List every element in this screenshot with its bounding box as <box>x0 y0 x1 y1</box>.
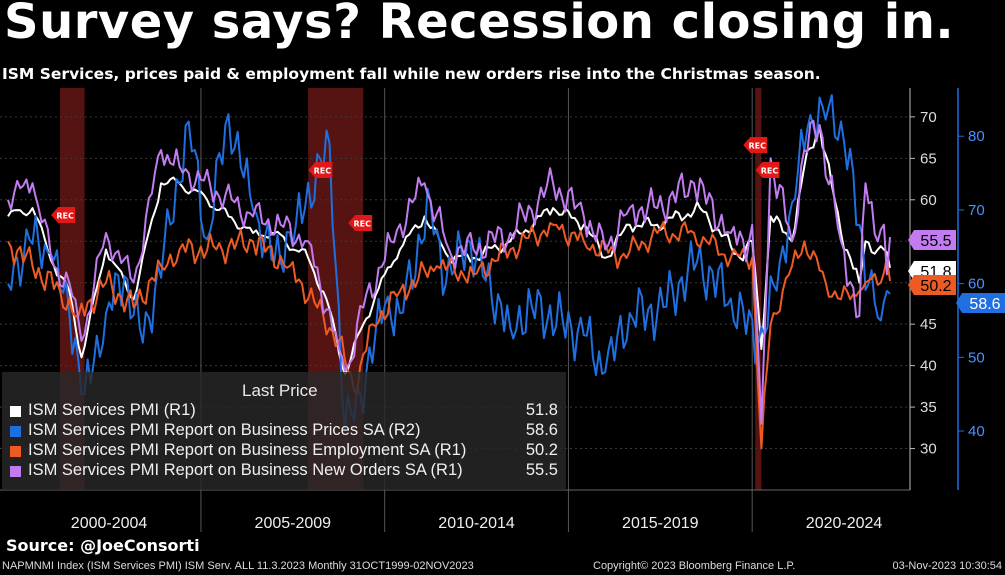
rec-label: REC <box>761 167 779 176</box>
series-line-2 <box>7 94 891 432</box>
legend-swatch <box>10 446 21 457</box>
legend-label: ISM Services PMI (R1) <box>28 401 196 419</box>
rec-flag <box>308 162 333 178</box>
period-label: 2010-2014 <box>438 515 515 532</box>
rec-label: REC <box>749 142 767 151</box>
recession-marker: REC <box>308 162 333 178</box>
period-label: 2020-2024 <box>806 515 883 532</box>
legend-panel <box>2 372 566 490</box>
left-tick-label: 60 <box>920 192 937 209</box>
series-line-4 <box>7 119 891 425</box>
period-label: 2005-2009 <box>255 515 332 532</box>
last-value-labels: 55.551.850.258.6 <box>908 230 1005 313</box>
left-tick-label: 30 <box>920 441 937 458</box>
footer-ticker: NAPMNMI Index (ISM Services PMI) ISM Ser… <box>2 560 474 572</box>
last-value-tag: 50.2 <box>908 275 956 295</box>
source-credit: Source: @JoeConsorti <box>6 536 200 555</box>
rec-flag <box>348 215 373 231</box>
last-value-tag: 55.5 <box>908 230 956 250</box>
recession-marker: REC <box>51 207 76 223</box>
legend-item: ISM Services PMI Report on Business Empl… <box>10 441 560 461</box>
left-tick-label: 70 <box>920 109 937 126</box>
rec-flag <box>51 207 76 223</box>
tag-text: 55.5 <box>920 233 951 250</box>
legend-label: ISM Services PMI Report on Business Pric… <box>28 421 421 439</box>
recession-marker: REC <box>743 137 768 153</box>
legend-swatch <box>10 406 21 417</box>
tag-shape <box>956 293 1005 313</box>
legend-label: ISM Services PMI Report on Business Empl… <box>28 441 467 459</box>
tag-shape <box>908 230 956 250</box>
recession-band <box>755 88 762 490</box>
legend-header: Last Price <box>242 381 318 400</box>
right-tick-label: 60 <box>968 276 985 293</box>
legend-value: 51.8 <box>525 401 558 419</box>
footer-copyright: Copyright© 2023 Bloomberg Finance L.P. <box>593 560 796 572</box>
legend-item: ISM Services PMI Report on Business New … <box>10 461 560 481</box>
rec-flag <box>755 162 780 178</box>
footer: NAPMNMI Index (ISM Services PMI) ISM Ser… <box>0 559 1005 575</box>
right-tick-label: 40 <box>968 423 985 440</box>
last-value-tag: 58.6 <box>956 293 1005 313</box>
period-label: 2000-2004 <box>71 515 148 532</box>
recession-markers: REC REC REC REC REC <box>51 137 780 231</box>
legend-item: ISM Services PMI Report on Business Pric… <box>10 421 560 441</box>
legend-swatch <box>10 426 21 437</box>
legend-swatch <box>10 466 21 477</box>
right-tick-label: 80 <box>968 128 985 145</box>
recession-marker: REC <box>755 162 780 178</box>
series-line-3 <box>7 221 891 450</box>
chart-title: Survey says? Recession closing in. <box>4 0 955 50</box>
rec-label: REC <box>56 212 74 221</box>
right-tick-label: 50 <box>968 349 985 366</box>
legend-value: 55.5 <box>525 461 558 479</box>
tag-text: 58.6 <box>969 296 1000 313</box>
left-tick-label: 65 <box>920 150 937 167</box>
tag-text: 50.2 <box>920 278 951 295</box>
chart-subtitle: ISM Services, prices paid & employment f… <box>2 65 821 83</box>
legend-item: ISM Services PMI (R1) 51.8 <box>10 401 560 421</box>
footer-timestamp: 03-Nov-2023 10:30:54 <box>892 560 1002 572</box>
left-tick-label: 40 <box>920 358 937 375</box>
legend-label: ISM Services PMI Report on Business New … <box>28 461 463 479</box>
series-lines <box>7 94 891 450</box>
right-tick-label: 70 <box>968 202 985 219</box>
legend-value: 58.6 <box>525 421 558 439</box>
tag-shape <box>908 275 956 295</box>
period-label: 2015-2019 <box>622 515 699 532</box>
rec-flag <box>743 137 768 153</box>
recession-marker: REC <box>348 215 373 231</box>
rec-label: REC <box>314 167 332 176</box>
legend-value: 50.2 <box>525 441 558 459</box>
left-tick-label: 45 <box>920 316 937 333</box>
rec-label: REC <box>353 220 371 229</box>
left-tick-label: 35 <box>920 399 937 416</box>
